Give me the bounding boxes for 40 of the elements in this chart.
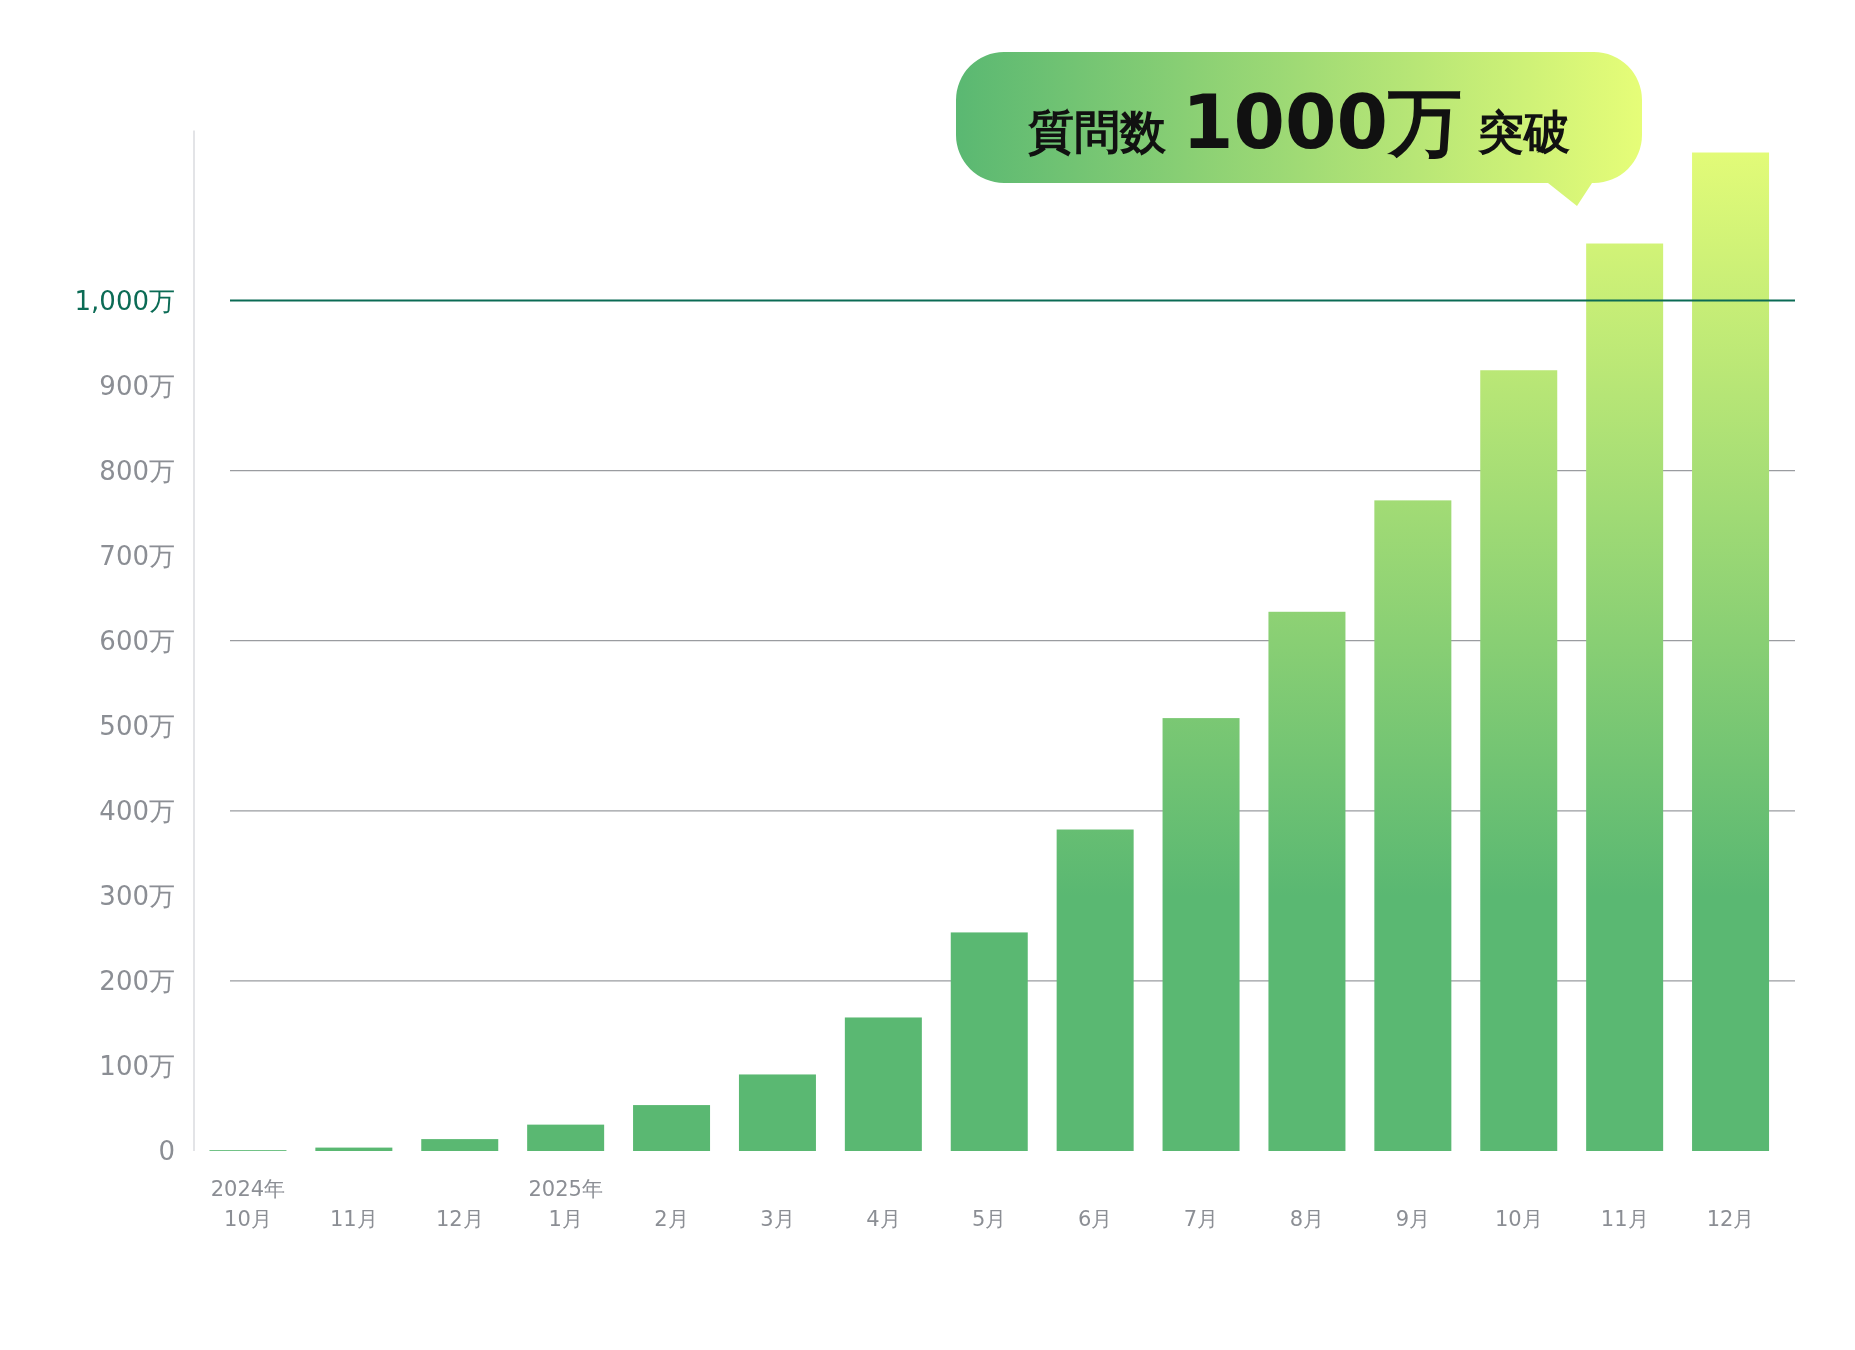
x-tick-label: 11月 (1600, 1207, 1649, 1231)
x-tick-label: 10月 (1494, 1207, 1543, 1231)
y-tick-label: 700万 (99, 540, 175, 571)
x-tick-label: 12月 (435, 1207, 484, 1231)
chart-title: 質問数 1000万 突破 (1027, 79, 1570, 165)
x-tick-label: 4月 (866, 1207, 901, 1231)
x-tick-label: 2月 (654, 1207, 689, 1231)
bar (1162, 718, 1240, 1151)
y-tick-label: 1,000万 (74, 285, 175, 316)
y-tick-label: 300万 (99, 880, 175, 911)
bar (527, 1124, 605, 1151)
bar (1692, 152, 1770, 1151)
x-tick-label: 12月 (1706, 1207, 1755, 1231)
x-tick-label: 6月 (1077, 1207, 1113, 1231)
bar (1268, 611, 1346, 1151)
x-tick-label: 2025年 1月 (528, 1177, 603, 1231)
x-tick-label: 2024年 10月 (210, 1177, 286, 1231)
y-tick-label: 800万 (99, 455, 175, 486)
y-tick-label: 400万 (99, 795, 175, 826)
x-tick-label: 3月 (760, 1207, 795, 1231)
y-tick-label: 100万 (99, 1050, 175, 1081)
x-tick-label: 8月 (1289, 1207, 1325, 1231)
x-tick-label: 5月 (972, 1207, 1007, 1231)
y-tick-label: 900万 (99, 370, 175, 401)
bar (1586, 243, 1664, 1151)
x-tick-label: 11月 (329, 1207, 378, 1231)
y-tick-label: 600万 (99, 625, 175, 656)
bar (1374, 500, 1452, 1151)
y-tick-label: 200万 (99, 965, 175, 996)
bar (738, 1074, 816, 1151)
y-tick-label: 500万 (99, 710, 175, 741)
bar (1480, 370, 1558, 1151)
bar (950, 932, 1028, 1151)
bar (633, 1105, 711, 1151)
bar (421, 1139, 499, 1151)
x-tick-label: 9月 (1395, 1207, 1431, 1231)
y-tick-label: 0 (158, 1136, 175, 1166)
x-tick-label: 7月 (1183, 1207, 1219, 1231)
bar (1056, 829, 1134, 1151)
bar (844, 1017, 922, 1151)
